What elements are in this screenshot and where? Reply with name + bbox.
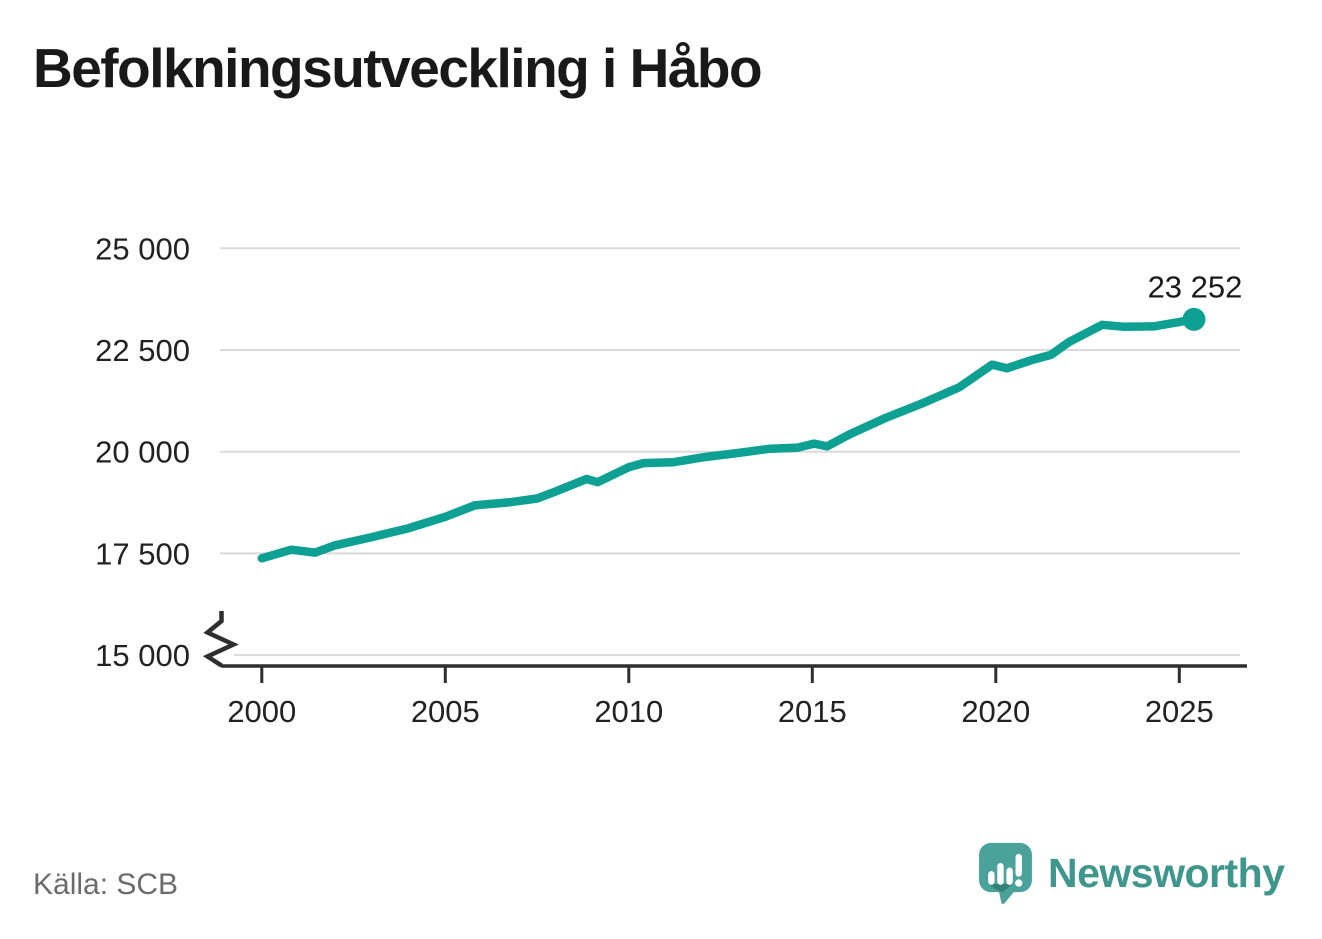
x-tick-label: 2010 [594, 694, 663, 729]
x-tick-label: 2005 [411, 694, 480, 729]
source-note: Källa: SCB [33, 868, 179, 901]
latest-value-label: 23 252 [1148, 269, 1243, 304]
axis-break-icon [202, 611, 239, 668]
y-tick-label: 20 000 [95, 435, 190, 470]
brand-name: Newsworthy [1048, 849, 1285, 896]
brand-lockup: Newsworthy [978, 842, 1285, 904]
y-tick-label: 22 500 [95, 333, 190, 368]
y-axis-labels: 15 000 17 500 20 000 22 500 25 000 [95, 231, 190, 673]
chart-title: Befolkningsutveckling i Håbo [33, 37, 763, 99]
newsworthy-logo-icon [979, 842, 1032, 904]
y-tick-label: 25 000 [95, 231, 190, 266]
x-axis: 2000 2005 2010 2015 2020 2025 [221, 664, 1247, 729]
population-line [257, 315, 1199, 563]
x-tick-label: 2025 [1145, 694, 1214, 729]
y-tick-label: 17 500 [95, 536, 190, 571]
latest-point-marker [1182, 307, 1206, 331]
x-tick-label: 2015 [778, 694, 847, 729]
x-tick-label: 2000 [227, 694, 296, 729]
x-tick-label: 2020 [961, 694, 1030, 729]
y-tick-label: 15 000 [95, 638, 190, 673]
